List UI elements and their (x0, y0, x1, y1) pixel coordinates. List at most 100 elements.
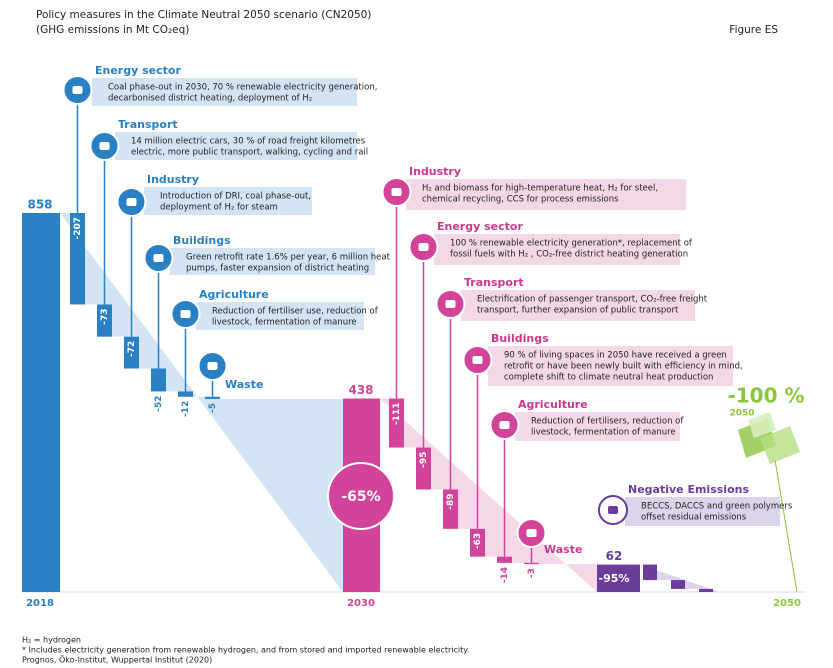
step-label: -73 (100, 308, 110, 324)
sector-heading: Buildings (173, 234, 231, 247)
step-label: -72 (127, 341, 137, 357)
sector-heading: Transport (118, 118, 178, 131)
footnote: * Includes electricity generation from r… (22, 646, 469, 655)
reduction-area (640, 564, 720, 592)
sector-heading: Agriculture (199, 288, 269, 301)
icon-glyph (499, 421, 510, 429)
end-reduction: -100 % (727, 384, 804, 408)
measure-box (196, 302, 364, 330)
measure-box (170, 248, 375, 275)
total-bar (597, 564, 640, 592)
step-label: -207 (73, 217, 83, 240)
step-bar (416, 447, 431, 490)
measure-text: Green retrofit rate 1.6% per year, 6 mil… (186, 253, 391, 263)
year-label: 2030 (347, 598, 375, 609)
icon-glyph (472, 356, 483, 364)
step-label: -14 (500, 567, 510, 583)
total-label: 438 (348, 383, 373, 397)
measure-text: complete shift to climate neutral heat p… (504, 373, 713, 383)
measure-box (406, 179, 686, 210)
step-bar (205, 396, 220, 399)
measure-box (144, 187, 312, 215)
year-label: 2050 (773, 598, 801, 609)
step-bar (699, 588, 713, 592)
icon-glyph (526, 529, 537, 537)
measure-box (488, 346, 733, 386)
measure-text: livestock, fermentation of manure (212, 318, 357, 328)
step-label: -12 (181, 401, 191, 417)
measure-text: retrofit or have been newly built with e… (504, 362, 743, 372)
measure-text: Reduction of fertilisers, reduction of (531, 417, 684, 427)
measure-text: Electrification of passenger transport, … (477, 295, 708, 305)
step-bar (70, 213, 85, 305)
measure-text: fossil fuels with H₂ , CO₂-free district… (450, 250, 688, 260)
sector-heading: Industry (409, 165, 461, 178)
step-bar (389, 398, 404, 448)
icon-glyph (445, 300, 456, 308)
icon-glyph (153, 254, 164, 262)
sector-heading: Waste (544, 543, 582, 556)
measure-text: 100 % renewable electricity generation*,… (450, 239, 693, 249)
measure-text: chemical recycling, CCS for process emis… (422, 195, 619, 205)
sector-heading: Transport (464, 276, 524, 289)
measure-text: BECCS, DACCS and green polymers (641, 502, 793, 512)
icon-glyph (207, 362, 218, 370)
step-label: -63 (473, 533, 483, 549)
sector-heading: Waste (225, 378, 263, 391)
icon-glyph (418, 243, 429, 251)
measure-text: offset residual emissions (641, 513, 747, 523)
measure-box (92, 78, 357, 106)
measure-box (515, 412, 680, 441)
chart-title: Policy measures in the Climate Neutral 2… (36, 9, 371, 21)
measure-text: H₂ and biomass for high-temperature heat… (422, 184, 658, 194)
sector-heading: Agriculture (518, 398, 588, 411)
reduction-area (380, 398, 597, 592)
measure-box (434, 234, 680, 265)
measure-text: 14 million electric cars, 30 % of road f… (131, 137, 366, 147)
sector-heading: Energy sector (95, 64, 181, 77)
measure-text: decarbonised district heating, deploymen… (108, 94, 312, 104)
measure-text: 90 % of living spaces in 2050 have recei… (504, 351, 727, 361)
measure-text: Introduction of DRI, coal phase-out, (160, 192, 311, 202)
sector-heading: Negative Emissions (628, 483, 749, 496)
measure-box (625, 497, 780, 526)
reduction-badge (327, 462, 395, 530)
sector-heading: Industry (147, 173, 199, 186)
reduction-label: -65% (341, 489, 380, 505)
reduction-label: -95% (599, 572, 630, 585)
step-label: -111 (392, 403, 402, 426)
green-cube (738, 412, 800, 593)
footnote: H₂ = hydrogen (22, 636, 81, 645)
measure-text: Reduction of fertiliser use, reduction o… (212, 307, 379, 317)
step-bar (643, 564, 657, 581)
measure-box (115, 132, 357, 160)
step-label: -95 (419, 452, 429, 468)
icon-glyph (180, 310, 191, 318)
icon-glyph (391, 188, 402, 196)
footnote: Prognos, Öko-Institut, Wuppertal Institu… (22, 655, 212, 665)
measure-text: livestock, fermentation of manure (531, 428, 676, 438)
step-label: -89 (446, 494, 456, 510)
step-bar (443, 489, 458, 529)
total-label: 858 (27, 198, 52, 212)
step-label: -5 (208, 403, 218, 413)
total-label: 62 (606, 549, 623, 563)
measure-text: Coal phase-out in 2030, 70 % renewable e… (108, 83, 377, 93)
measure-text: pumps, faster expansion of district heat… (186, 264, 369, 274)
icon-glyph (126, 198, 137, 206)
year-label: 2018 (26, 598, 54, 609)
sector-heading: Buildings (491, 332, 549, 345)
icon-glyph (608, 506, 618, 514)
step-bar (470, 528, 485, 557)
step-bar (524, 562, 539, 565)
step-label: -52 (154, 395, 164, 411)
measure-box (461, 290, 695, 321)
total-bar (22, 213, 60, 592)
step-bar (178, 391, 193, 397)
step-bar (151, 368, 166, 392)
sector-heading: Energy sector (437, 220, 523, 233)
measure-text: deployment of H₂ for steam (160, 203, 278, 213)
measure-text: transport, further expansion of public t… (477, 306, 679, 316)
icon-glyph (99, 142, 110, 150)
